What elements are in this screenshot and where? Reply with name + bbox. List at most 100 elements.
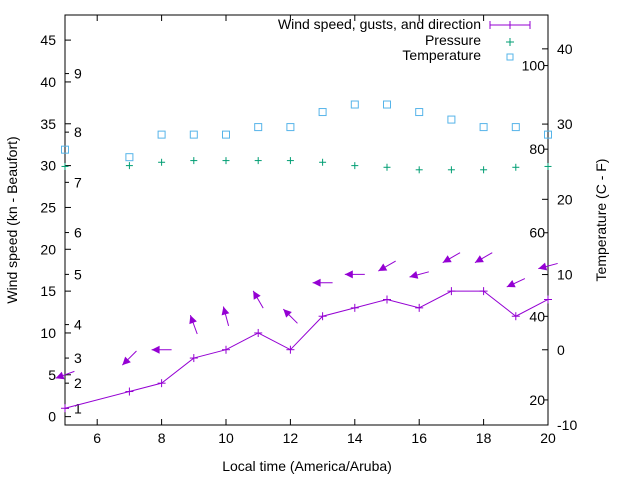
y-tick-label: 0 bbox=[48, 409, 56, 425]
arrow-head bbox=[538, 262, 548, 271]
y-axis-label: Wind speed (kn - Beaufort) bbox=[4, 136, 20, 303]
arrow-head bbox=[253, 290, 261, 300]
temperature-point bbox=[447, 115, 456, 124]
temperature-point bbox=[157, 130, 166, 139]
arrow-head bbox=[122, 356, 131, 366]
x-tick-label: 12 bbox=[283, 430, 299, 446]
temperature-point bbox=[61, 145, 69, 154]
pressure-point bbox=[190, 157, 198, 165]
beaufort-label: 6 bbox=[74, 225, 82, 241]
pressure-point bbox=[383, 163, 391, 171]
y-tick-label: 25 bbox=[40, 199, 56, 215]
beaufort-label: 2 bbox=[74, 375, 82, 391]
wind-direction-arrow bbox=[121, 350, 137, 366]
arrow-head bbox=[506, 279, 516, 288]
y-tick-label: 45 bbox=[40, 32, 56, 48]
wind-direction-arrow bbox=[538, 262, 558, 271]
y-tick-label: 35 bbox=[40, 116, 56, 132]
y-tick-label: 40 bbox=[40, 74, 56, 90]
wind-direction-arrow bbox=[151, 345, 172, 354]
fahrenheit-label: 20 bbox=[529, 392, 545, 408]
y2-tick-label: 20 bbox=[557, 191, 573, 207]
wind-speed-point bbox=[350, 303, 359, 312]
legend-sample-temperature bbox=[506, 53, 514, 61]
wind-direction-arrow bbox=[378, 260, 396, 272]
y2-tick-label: -10 bbox=[557, 417, 577, 433]
temperature-point bbox=[189, 130, 198, 139]
temperature-point bbox=[286, 123, 295, 132]
wind-speed-point bbox=[125, 387, 134, 396]
arrow-head bbox=[378, 263, 388, 272]
legend: Wind speed, gusts, and direction Pressur… bbox=[278, 16, 531, 63]
fahrenheit-label: 40 bbox=[529, 308, 545, 324]
arrow-head bbox=[283, 309, 292, 318]
y-tick-label: 30 bbox=[40, 158, 56, 174]
wind-direction-arrow bbox=[474, 252, 493, 264]
legend-label-pressure: Pressure bbox=[425, 32, 481, 48]
wind-direction-arrow bbox=[189, 315, 198, 335]
wind-direction-arrow bbox=[221, 306, 230, 327]
x-axis-label: Local time (America/Aruba) bbox=[222, 458, 392, 474]
temperature-point bbox=[222, 130, 230, 139]
temperature-point bbox=[383, 100, 391, 109]
pressure-point bbox=[480, 166, 488, 174]
beaufort-label: 9 bbox=[74, 66, 82, 82]
wind-direction-arrow bbox=[55, 370, 75, 380]
pressure-point bbox=[319, 158, 327, 166]
arrow-head bbox=[55, 371, 65, 380]
plot-frame bbox=[64, 14, 549, 426]
y-tick-label: 5 bbox=[48, 367, 56, 383]
beaufort-label: 7 bbox=[74, 174, 82, 190]
pressure-point bbox=[447, 166, 455, 174]
pressure-point bbox=[222, 157, 230, 165]
y-tick-label: 10 bbox=[40, 325, 56, 341]
wind-speed-point bbox=[222, 345, 230, 354]
y-tick-label: 20 bbox=[40, 241, 56, 257]
temperature-point bbox=[511, 123, 520, 132]
beaufort-label: 1 bbox=[74, 400, 82, 416]
pressure-point bbox=[415, 166, 423, 174]
y2-tick-label: 0 bbox=[557, 342, 565, 358]
x-tick-label: 8 bbox=[158, 430, 166, 446]
fahrenheit-label: 60 bbox=[529, 225, 545, 241]
temperature-point bbox=[479, 123, 488, 132]
wind-speed-point bbox=[254, 328, 263, 337]
wind-speed-point bbox=[544, 295, 552, 304]
wind-speed-point bbox=[61, 404, 69, 413]
y-tick-label: 15 bbox=[40, 283, 56, 299]
pressure-point bbox=[544, 162, 552, 170]
x-tick-label: 10 bbox=[218, 430, 234, 446]
beaufort-label: 4 bbox=[74, 317, 82, 333]
pressure-point bbox=[61, 162, 69, 170]
arrow-head bbox=[474, 255, 484, 263]
beaufort-label: 5 bbox=[74, 266, 82, 282]
wind-speed-point bbox=[511, 312, 520, 321]
temperature-point bbox=[415, 108, 424, 117]
pressure-point bbox=[512, 163, 520, 171]
pressure-point bbox=[158, 158, 166, 166]
legend-label-wind: Wind speed, gusts, and direction bbox=[278, 16, 481, 32]
pressure-point bbox=[286, 157, 294, 165]
legend-sample-pressure bbox=[506, 38, 514, 46]
wind-speed-point bbox=[286, 345, 295, 354]
temperature-point bbox=[125, 153, 134, 162]
wind-speed-point bbox=[383, 295, 391, 304]
beaufort-label: 3 bbox=[74, 350, 82, 366]
fahrenheit-label: 100 bbox=[522, 58, 546, 74]
wind-direction-arrow bbox=[442, 252, 461, 264]
wind-direction-arrow bbox=[506, 278, 526, 288]
wind-speed-point bbox=[479, 287, 488, 296]
x-tick-label: 16 bbox=[411, 430, 427, 446]
y2-tick-label: 40 bbox=[557, 41, 573, 57]
wind-direction-arrow bbox=[282, 308, 298, 324]
wind-speed-point bbox=[157, 379, 166, 388]
y2-axis-label: Temperature (C - F) bbox=[593, 159, 609, 282]
pressure-point bbox=[125, 162, 133, 170]
fahrenheit-label: 80 bbox=[529, 141, 545, 157]
pressure-point bbox=[254, 157, 262, 165]
arrow-head bbox=[221, 306, 230, 316]
wind-direction-arrow bbox=[409, 271, 429, 279]
wind-direction-arrow bbox=[312, 278, 333, 287]
y2-tick-label: 30 bbox=[557, 116, 573, 132]
temperature-point bbox=[318, 108, 327, 117]
